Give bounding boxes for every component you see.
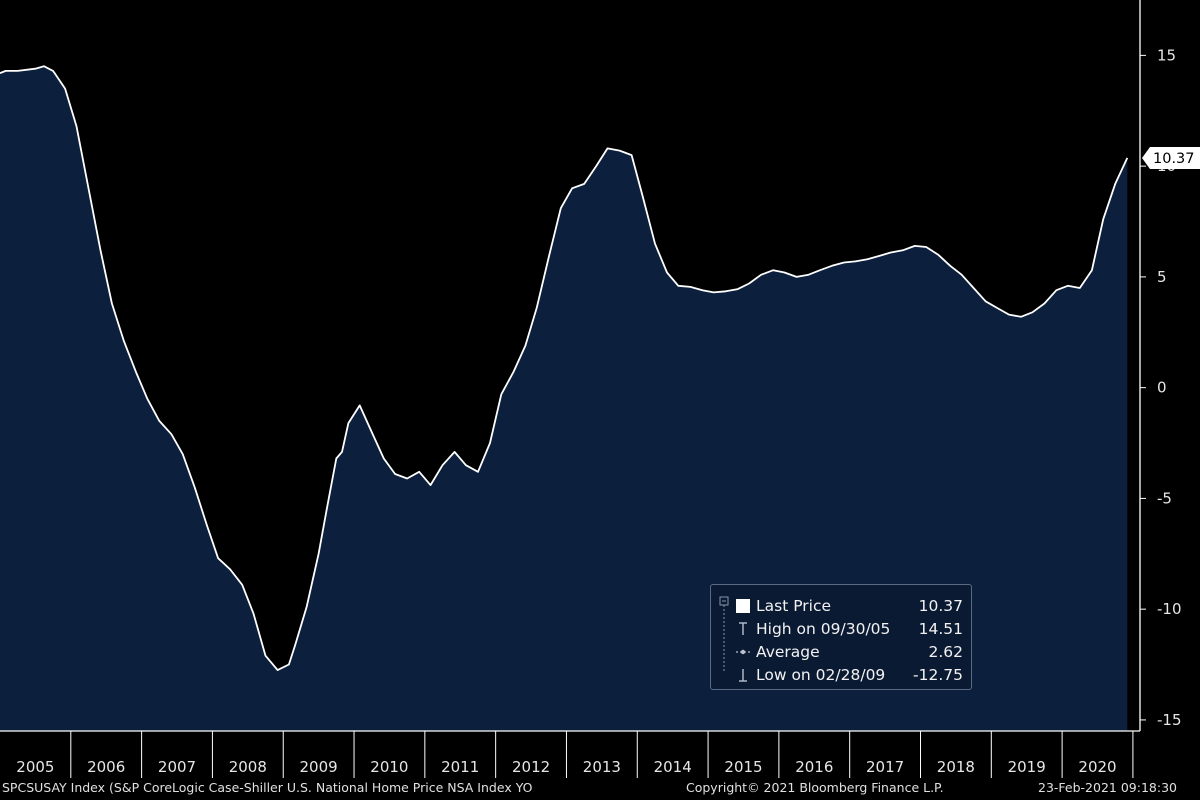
copyright-text: Copyright© 2021 Bloomberg Finance L.P. xyxy=(686,780,944,795)
legend-row-average: Average 2.62 xyxy=(711,641,971,663)
legend-row-last-price: Last Price 10.37 xyxy=(711,595,971,617)
plot-area xyxy=(0,65,1129,731)
x-tick-label: 2016 xyxy=(795,758,833,776)
x-tick-label: 2009 xyxy=(300,758,338,776)
x-tick-label: 2018 xyxy=(937,758,975,776)
x-tick-label: 2017 xyxy=(866,758,904,776)
x-tick-label: 2006 xyxy=(87,758,125,776)
y-tick-label: -15 xyxy=(1157,711,1182,729)
legend-value: 2.62 xyxy=(928,643,963,661)
y-tick-label: 0 xyxy=(1157,379,1167,397)
x-tick-label: 2013 xyxy=(583,758,621,776)
y-tick-label: -5 xyxy=(1157,489,1172,507)
y-tick-label: 5 xyxy=(1157,268,1167,286)
legend-tree-icon xyxy=(719,596,729,671)
legend-value: 10.37 xyxy=(918,597,963,615)
series-line xyxy=(0,65,1129,671)
legend-label: Last Price xyxy=(756,597,832,615)
x-tick-label: 2008 xyxy=(229,758,267,776)
legend-label: Low on 02/28/09 xyxy=(756,666,886,684)
last-price-callout: 10.37 xyxy=(1142,146,1200,169)
ticker-description: SPCSUSAY Index (S&P CoreLogic Case-Shill… xyxy=(2,780,533,795)
x-tick-label: 2015 xyxy=(724,758,762,776)
x-tick-label: 2020 xyxy=(1078,758,1116,776)
last-price-tag xyxy=(1142,146,1200,169)
x-tick-label: 2010 xyxy=(370,758,408,776)
high-marker-icon xyxy=(739,622,747,635)
x-tick-label: 2011 xyxy=(441,758,479,776)
average-marker-icon xyxy=(736,649,750,655)
legend-value: -12.75 xyxy=(913,666,963,684)
legend-box: Last Price 10.37 High on 09/30/05 14.51 … xyxy=(710,584,972,690)
x-tick-label: 2012 xyxy=(512,758,550,776)
low-marker-icon xyxy=(739,669,747,682)
legend-row-low: Low on 02/28/09 -12.75 xyxy=(711,664,971,686)
series-area xyxy=(0,66,1128,731)
legend-label: High on 09/30/05 xyxy=(756,620,891,638)
square-icon xyxy=(736,599,750,613)
y-tick-label: -10 xyxy=(1157,600,1182,618)
legend-label: Average xyxy=(756,643,820,661)
y-tick-label: 15 xyxy=(1157,46,1176,64)
timestamp-text: 23-Feb-2021 09:18:30 xyxy=(1038,780,1177,795)
x-tick-label: 2005 xyxy=(16,758,54,776)
axes: 151050-5-10-1520052006200720082009201020… xyxy=(0,0,1200,778)
x-tick-label: 2007 xyxy=(158,758,196,776)
legend-value: 14.51 xyxy=(918,620,963,638)
legend-row-high: High on 09/30/05 14.51 xyxy=(711,618,971,640)
x-tick-label: 2019 xyxy=(1008,758,1046,776)
last-price-value: 10.37 xyxy=(1153,151,1195,167)
x-tick-label: 2014 xyxy=(654,758,692,776)
